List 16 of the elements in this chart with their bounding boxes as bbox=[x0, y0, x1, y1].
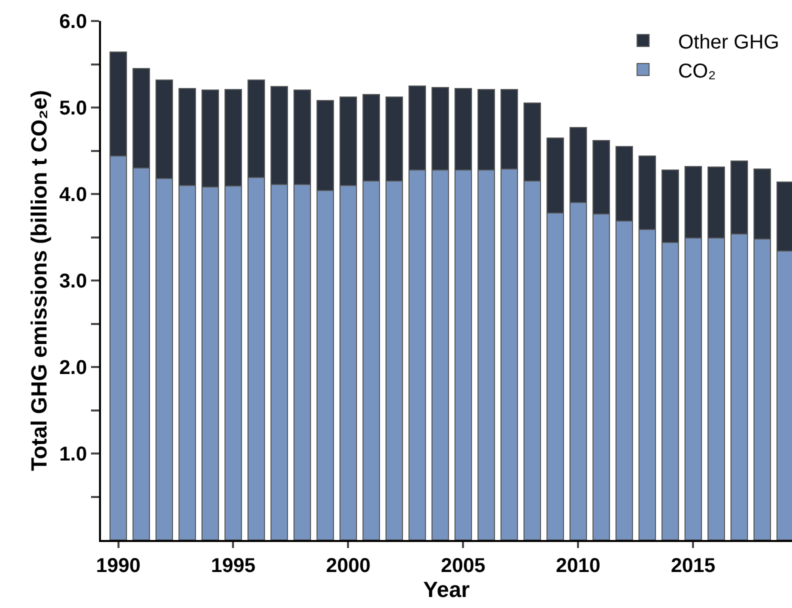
x-tick-label: 2000 bbox=[326, 555, 370, 577]
x-tick-label: 2005 bbox=[440, 555, 486, 577]
y-axis-title: Total GHG emissions (billion t CO₂e) bbox=[26, 90, 52, 471]
x-tick-label: 1990 bbox=[96, 555, 140, 577]
x-tick-label: 1995 bbox=[210, 555, 256, 577]
x-axis-title: Year bbox=[423, 577, 470, 602]
legend-label: Other GHG bbox=[678, 31, 780, 54]
x-tick-label: 2015 bbox=[670, 555, 716, 577]
legend-label: CO₂ bbox=[678, 60, 716, 82]
y-tick-label: 2.0 bbox=[59, 357, 87, 379]
y-tick-label: 1.0 bbox=[59, 444, 87, 466]
y-tick-label: 3.0 bbox=[59, 270, 87, 292]
y-tick-label: 4.0 bbox=[59, 184, 87, 206]
y-tick-label: 6.0 bbox=[59, 11, 87, 33]
y-tick-label: 5.0 bbox=[59, 98, 87, 120]
x-tick-label: 2010 bbox=[556, 555, 600, 577]
